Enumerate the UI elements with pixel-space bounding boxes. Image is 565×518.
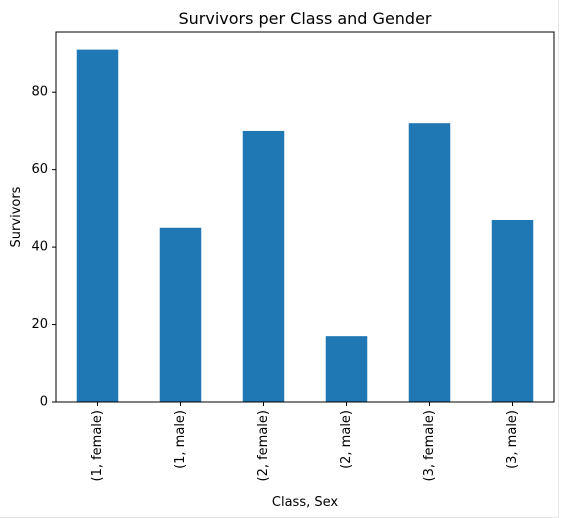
bar [325,336,368,402]
x-tick-label: (3, female) [422,410,437,482]
x-tick-label: (3, male) [505,410,520,469]
chart-title: Survivors per Class and Gender [178,9,431,28]
x-tick-label: (1, male) [173,410,188,469]
y-tick-label: 40 [31,240,48,255]
x-axis-label: Class, Sex [272,495,338,510]
x-tick-label: (1, female) [90,410,105,482]
x-tick-label: (2, male) [339,410,354,469]
bar [408,123,451,403]
y-tick-label: 60 [31,162,48,177]
y-tick-label: 80 [31,85,48,100]
x-axis-ticks: (1, female) (1, male) (2, female) (2, male)… [90,402,520,482]
y-axis-ticks: 0 20 40 60 80 [31,85,56,410]
y-tick-label: 20 [31,317,48,332]
bars [76,49,534,403]
bar [491,220,534,402]
y-axis-label: Survivors [9,186,24,247]
plot-frame [55,31,555,403]
bar [159,227,202,402]
bar [76,49,119,402]
window-edge-right [558,0,559,518]
bar [242,130,285,402]
x-tick-label: (2, female) [256,410,271,482]
y-tick-label: 0 [40,395,48,410]
